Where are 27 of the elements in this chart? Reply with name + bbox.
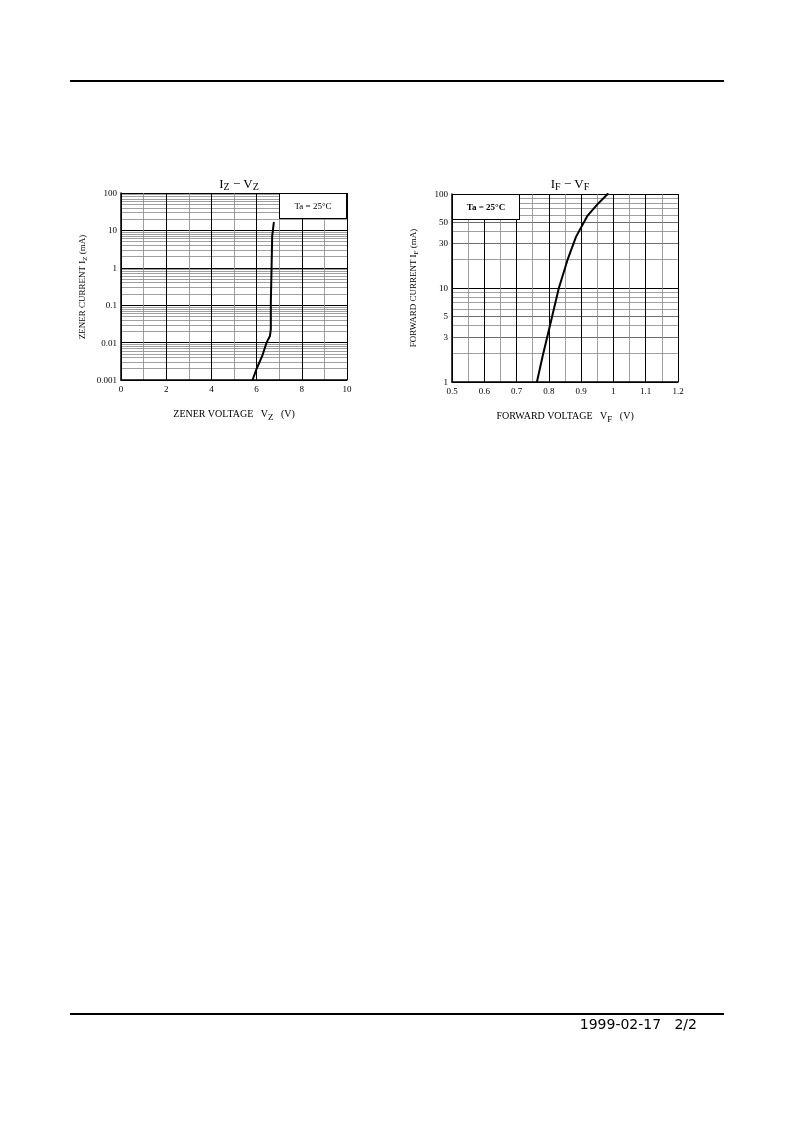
y-tick-label: 0.1 <box>105 300 117 311</box>
y-tick-label: 100 <box>103 188 118 198</box>
x-tick-label: 1 <box>611 385 616 396</box>
x-tick-label: 0 <box>118 383 124 394</box>
y-tick-label: 30 <box>439 238 449 249</box>
x-tick-label: 4 <box>209 383 215 394</box>
x-tick-label: 0.5 <box>446 385 459 396</box>
x-tick-label: 6 <box>254 383 260 394</box>
y-tick-label: 100 <box>434 189 449 199</box>
y-tick-label: 5 <box>443 311 449 322</box>
x-tick-label: 0.9 <box>575 385 588 396</box>
y-tick-label: 0.001 <box>96 375 117 385</box>
y-tick-label: 0.01 <box>101 337 117 348</box>
x-tick-label: 0.8 <box>543 385 555 396</box>
y-tick-label: 1 <box>112 262 117 273</box>
text: 1999-02-17 2/2 <box>579 1016 697 1032</box>
x-tick-label: 10 <box>342 383 352 394</box>
x-tick-label: 8 <box>299 383 305 394</box>
x-tick-label: 0.6 <box>478 385 491 396</box>
x-tick-label: 0.7 <box>510 385 523 396</box>
x-tick-label: 1.2 <box>672 385 684 396</box>
x-tick-label: 1.1 <box>640 385 652 396</box>
x-tick-label: 2 <box>163 383 169 394</box>
y-tick-label: 10 <box>108 225 118 236</box>
y-tick-label: 10 <box>439 283 449 293</box>
y-tick-label: 3 <box>443 332 449 343</box>
y-tick-label: 50 <box>439 217 449 228</box>
